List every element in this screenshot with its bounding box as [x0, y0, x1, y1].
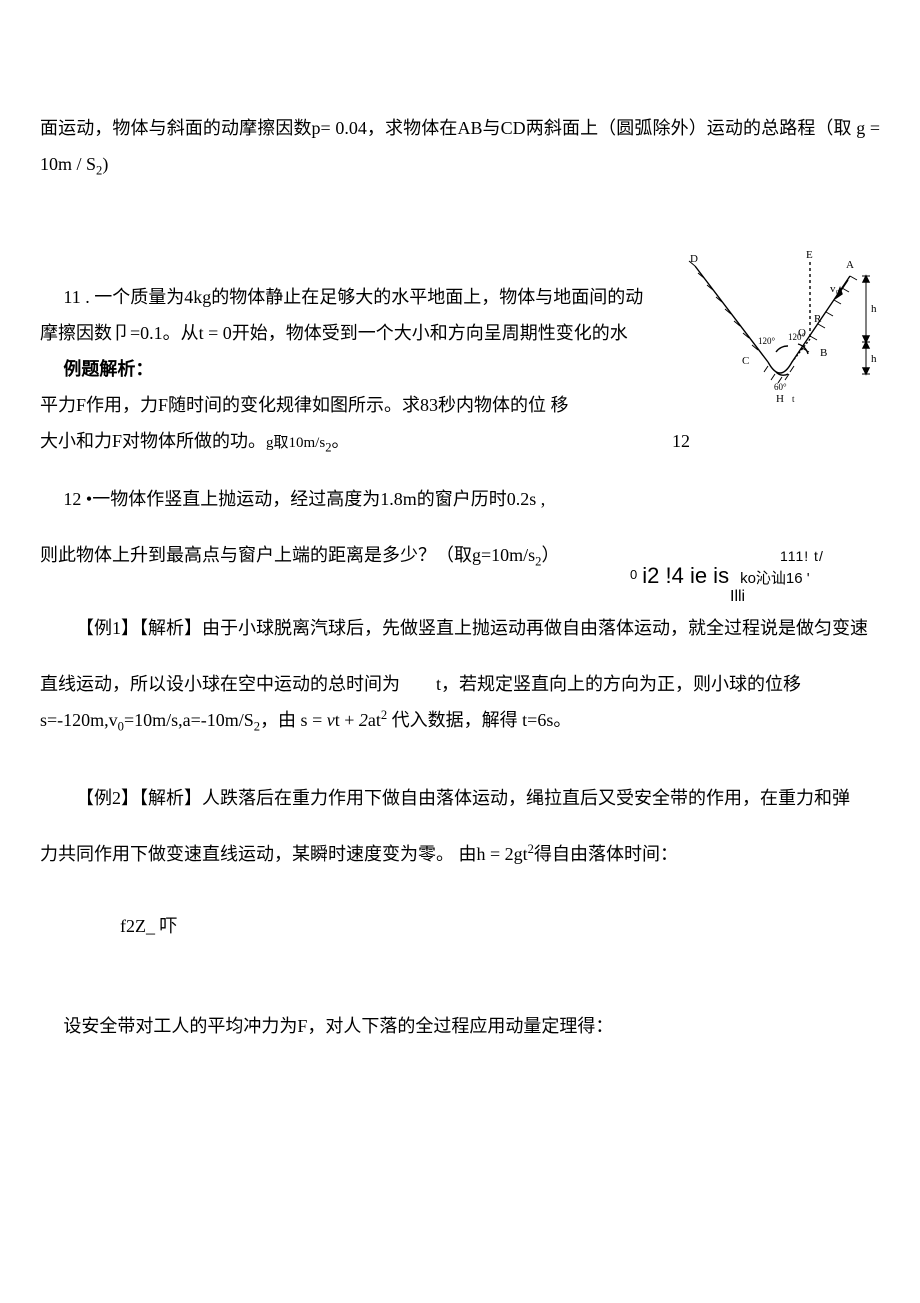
- text: 【例1】【解析】由于小球脱离汽球后，先做竖直上抛运动再做自由落体运动，就全过程说…: [76, 618, 868, 638]
- text: 大小和力F对物体所做的功。: [40, 431, 266, 451]
- text: =0.1。从t = 0开始，物体受到一个大小和方向呈周期性变化的水: [130, 323, 628, 343]
- ocr-garbled-block: 111! t/ 0 i2 !4 ie is ko沁讪16 ' Illi: [630, 549, 880, 606]
- svg-text:v₀: v₀: [830, 283, 840, 295]
- text: v: [327, 710, 335, 730]
- symbol: 卩: [112, 323, 130, 343]
- text: ）: [541, 545, 559, 565]
- text: t，若规定竖直向上的方向为正，则小球的位移: [436, 674, 801, 694]
- text: ，由 s =: [260, 710, 327, 730]
- text: 得自由落体时间：: [534, 844, 678, 864]
- svg-text:B: B: [820, 347, 827, 359]
- text: 2: [359, 710, 368, 730]
- svg-text:h: h: [871, 303, 877, 315]
- svg-text:h: h: [871, 353, 877, 365]
- text: 直线运动，所以设小球在空中运动的总时间为: [40, 674, 400, 694]
- text: 。: [332, 431, 350, 451]
- svg-text:t: t: [792, 394, 795, 404]
- text: 摩擦因数: [40, 323, 112, 343]
- text: ko沁讪16 ': [740, 570, 810, 587]
- text: f2Z_ 吓: [120, 916, 178, 936]
- svg-text:120°: 120°: [758, 336, 776, 346]
- problem-12-line2: 则此物体上升到最高点与窗户上端的距离是多少？（取g=10m/s2）: [40, 537, 590, 575]
- text: s=-120m,v: [40, 710, 118, 730]
- text: 0: [630, 567, 637, 582]
- text: 平力F作用，力F随时间的变化规律如图所示。求83秒内物体的位 移: [40, 395, 569, 415]
- problem-11-line4: 大小和力F对物体所做的功。g取10m/s2。: [40, 423, 632, 461]
- stray-number-12: 12: [672, 431, 690, 452]
- example-2-para1: 【例2】【解析】人跌落后在重力作用下做自由落体运动，绳拉直后又受安全带的作用，在…: [40, 780, 880, 816]
- text: 【例2】【解析】人跌落后在重力作用下做自由落体运动，绳拉直后又受安全带的作用，在…: [76, 788, 850, 808]
- problem-12-line1: 12 •一物体作竖直上抛运动，经过高度为1.8m的窗户历时0.2s ,: [40, 481, 880, 517]
- example-2-para2: 力共同作用下做变速直线运动，某瞬时速度变为零。 由h = 2gt2得自由落体时间…: [40, 836, 880, 872]
- text: ): [102, 154, 108, 174]
- incline-diagram: D E A v₀ R O 120° 120° 60° B C h h H t: [680, 244, 880, 414]
- text: 设安全带对工人的平均冲力为F，对人下落的全过程应用动量定理得：: [63, 1016, 613, 1036]
- equation-fragment: f2Z_ 吓: [120, 912, 880, 938]
- text: 面运动，物体与斜面的动摩擦因数p= 0.04，求物体在AB与CD两斜面上（圆弧除…: [40, 118, 880, 174]
- text: =10m/s,a=-10m/S: [124, 710, 254, 730]
- svg-text:A: A: [846, 259, 854, 271]
- svg-text:120°: 120°: [788, 332, 806, 342]
- text: i2 !4 ie is: [642, 563, 729, 588]
- text: t +: [335, 710, 359, 730]
- svg-text:60°: 60°: [774, 382, 787, 392]
- problem-11-line4-row: 大小和力F对物体所做的功。g取10m/s2。 12: [40, 423, 880, 461]
- garble-line-c: Illi: [730, 588, 880, 606]
- svg-text:H: H: [776, 393, 784, 405]
- continuation-paragraph: 面运动，物体与斜面的动摩擦因数p= 0.04，求物体在AB与CD两斜面上（圆弧除…: [40, 110, 880, 184]
- garble-line-b: 0 i2 !4 ie is ko沁讪16 ': [630, 564, 880, 588]
- last-paragraph: 设安全带对工人的平均冲力为F，对人下落的全过程应用动量定理得：: [40, 1008, 880, 1044]
- svg-text:R: R: [814, 313, 822, 325]
- text: at: [368, 710, 381, 730]
- example-1-para3: s=-120m,v0=10m/s,a=-10m/S2，由 s = vt + 2a…: [40, 702, 880, 740]
- text: 力共同作用下做变速直线运动，某瞬时速度变为零。 由h = 2gt: [40, 844, 528, 864]
- svg-text:E: E: [806, 249, 813, 261]
- svg-text:C: C: [742, 355, 749, 367]
- svg-text:D: D: [690, 253, 698, 265]
- problem-12-row: 则此物体上升到最高点与窗户上端的距离是多少？（取g=10m/s2） 111! t…: [40, 537, 880, 606]
- text: 代入数据，解得 t=6s。: [387, 710, 571, 730]
- garble-line-a: 111! t/: [780, 549, 880, 564]
- example-1-para1: 【例1】【解析】由于小球脱离汽球后，先做竖直上抛运动再做自由落体运动，就全过程说…: [40, 610, 880, 646]
- text: 11 . 一个质量为4kg的物体静止在足够大的水平地面上，物体与地面间的动: [63, 287, 643, 307]
- text: 则此物体上升到最高点与窗户上端的距离是多少？（取g=10m/s: [40, 545, 535, 565]
- text: 例题解析：: [63, 359, 153, 379]
- text: g取10m/s: [266, 435, 325, 451]
- example-1-para2: 直线运动，所以设小球在空中运动的总时间为 t，若规定竖直向上的方向为正，则小球的位…: [40, 666, 880, 702]
- text: 12 •一物体作竖直上抛运动，经过高度为1.8m的窗户历时0.2s ,: [63, 489, 545, 509]
